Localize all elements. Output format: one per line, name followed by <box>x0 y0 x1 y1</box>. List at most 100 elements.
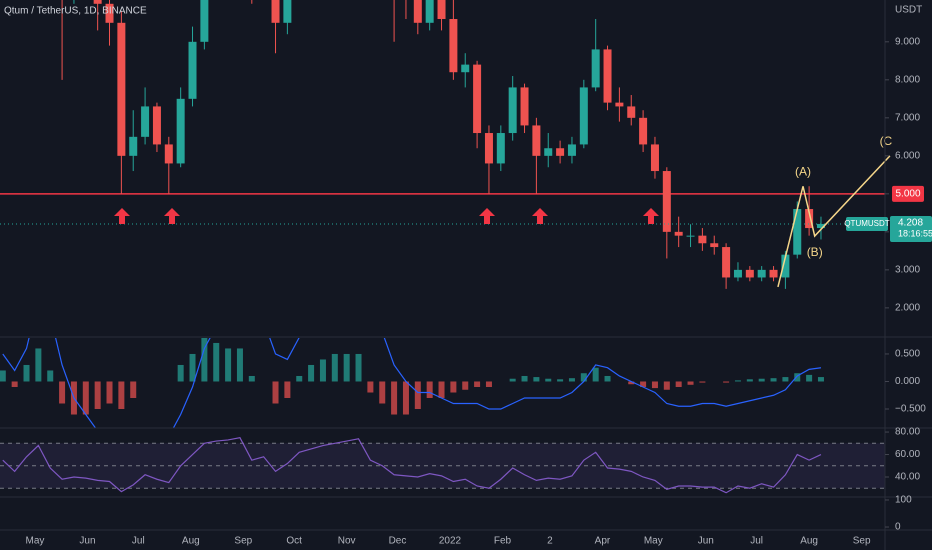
candle-body <box>93 0 102 4</box>
y-tick-label: 2.000 <box>895 303 920 314</box>
candle-body <box>733 269 742 278</box>
macd-histogram-bar <box>545 378 552 382</box>
macd-histogram-bar <box>23 364 30 382</box>
candle-body <box>816 223 825 229</box>
arrow <box>114 208 130 224</box>
macd-histogram-bar <box>391 381 398 415</box>
candle-body <box>532 125 541 156</box>
chart-title: Qtum / TetherUS, 1D, BINANCE <box>4 6 147 17</box>
macd-histogram-bar <box>450 381 457 393</box>
symbol-tag <box>846 216 888 231</box>
macd-histogram-bar <box>331 353 338 382</box>
y-tick-label: 3.000 <box>895 265 920 276</box>
x-tick-label: Oct <box>286 536 302 547</box>
x-tick-label: Jun <box>79 536 95 547</box>
arrow <box>532 208 548 224</box>
candle-body <box>484 133 493 164</box>
macd-histogram-bar <box>35 348 42 382</box>
macd-histogram-bar <box>568 378 575 382</box>
macd-histogram-bar <box>604 375 611 382</box>
candle-body <box>591 49 600 88</box>
macd-histogram-bar <box>628 381 635 385</box>
macd-histogram-bar <box>47 370 54 382</box>
candle-body <box>781 254 790 278</box>
macd-histogram-bar <box>189 353 196 382</box>
macd-histogram-bar <box>284 381 291 398</box>
macd-histogram-bar <box>521 375 528 382</box>
candle-body <box>117 22 126 156</box>
macd-histogram-bar <box>770 378 777 382</box>
macd-histogram-bar <box>426 381 433 398</box>
candle-body <box>686 235 695 237</box>
arrow <box>479 208 495 224</box>
candle-body <box>757 269 766 278</box>
macd-histogram-bar <box>687 381 694 385</box>
macd-histogram-bar <box>118 381 125 410</box>
macd-histogram-bar <box>94 381 101 410</box>
macd-histogram-bar <box>82 381 89 415</box>
macd-histogram-bar <box>296 375 303 382</box>
candle-body <box>662 171 671 232</box>
macd-histogram-bar <box>746 379 753 382</box>
candle-body <box>567 144 576 156</box>
macd-histogram-bar <box>414 381 421 410</box>
macd-histogram-bar <box>782 377 789 382</box>
candle-body <box>473 64 482 134</box>
candle-body <box>579 87 588 145</box>
candle-body <box>674 231 683 236</box>
macd-histogram-bar <box>806 374 813 382</box>
macd-histogram-bar <box>106 381 113 404</box>
macd-histogram-bar <box>59 381 66 404</box>
candle-body <box>437 0 446 20</box>
macd-histogram-bar <box>462 381 469 390</box>
candle-body <box>283 0 292 23</box>
macd-histogram-bar <box>0 370 6 382</box>
candle-body <box>105 3 114 23</box>
y-unit: USDT <box>895 5 922 16</box>
y-tick-label: 0 <box>895 522 901 533</box>
candle-body <box>508 87 517 134</box>
macd-histogram-bar <box>592 367 599 382</box>
candle-body <box>413 0 422 23</box>
x-tick-label: Aug <box>182 536 200 547</box>
candle-body <box>141 106 150 137</box>
candle-body <box>461 64 470 73</box>
y-tick-label: −0.500 <box>895 404 926 415</box>
macd-histogram-bar <box>272 381 279 404</box>
candle-body <box>615 102 624 107</box>
macd-histogram-bar <box>699 381 706 383</box>
arrow <box>643 208 659 224</box>
x-tick-label: Dec <box>389 536 407 547</box>
x-tick-label: 2 <box>547 536 553 547</box>
y-tick-label: 9.000 <box>895 36 920 47</box>
macd-histogram-bar <box>201 338 208 382</box>
candle-body <box>544 148 553 156</box>
candle-body <box>556 148 565 156</box>
wave-label: (B) <box>807 245 823 259</box>
x-tick-label: Sep <box>853 536 871 547</box>
candle-body <box>745 269 754 278</box>
macd-histogram-bar <box>533 377 540 382</box>
macd-histogram-bar <box>308 364 315 382</box>
macd-histogram-bar <box>723 381 730 383</box>
candle-body <box>627 106 636 118</box>
candle-body <box>425 0 434 23</box>
arrows <box>114 208 659 224</box>
x-tick-label: Jul <box>750 536 763 547</box>
macd-histogram-bar <box>438 381 445 398</box>
macd-histogram-bar <box>225 348 232 382</box>
candle-body <box>200 0 209 42</box>
candle-body <box>129 136 138 156</box>
wave-label: (A) <box>795 164 811 178</box>
overlay: (A) (B) (C <box>777 134 893 288</box>
candle-body <box>449 19 458 73</box>
macd-histogram-bar <box>367 381 374 393</box>
candle-body <box>271 0 280 23</box>
candle-body <box>698 235 707 244</box>
x-tick-label: Nov <box>338 536 356 547</box>
candle-body <box>805 209 814 229</box>
macd-histogram-bar <box>675 381 682 387</box>
y-tick-label: 8.000 <box>895 74 920 85</box>
macd-histogram-bar <box>734 380 741 382</box>
